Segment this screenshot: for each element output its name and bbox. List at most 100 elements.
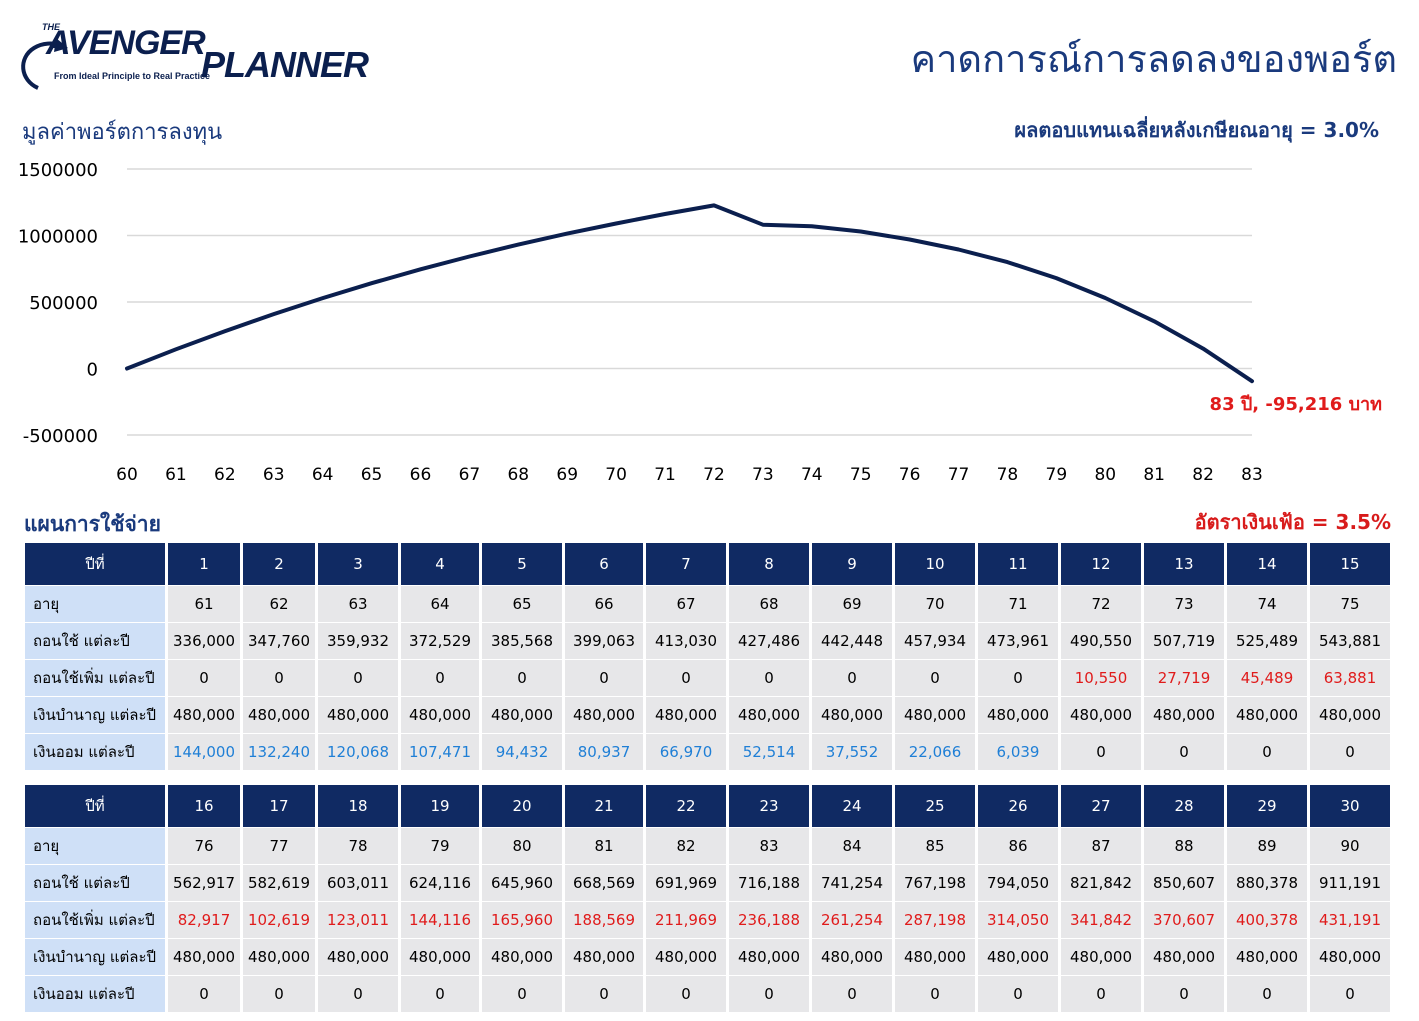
table-row: เงินออม แต่ละปี 0 0 0 0 0 0 0 0 0 0 0 0 0 0 0 xyxy=(25,976,1390,1013)
table-cell: 80 xyxy=(482,828,562,865)
table-cell: 94,432 xyxy=(482,734,562,771)
table-cell: 0 xyxy=(895,976,975,1013)
table-cell: 480,000 xyxy=(646,939,726,976)
table-cell: 473,961 xyxy=(978,623,1058,660)
y-tick-label: -500000 xyxy=(23,426,98,447)
table-row: อายุ 61 62 63 64 65 66 67 68 69 70 71 72 73 74 75 xyxy=(25,586,1390,623)
table-cell: 480,000 xyxy=(1227,697,1307,734)
table-cell: 480,000 xyxy=(729,697,809,734)
table-cell: 480,000 xyxy=(812,939,892,976)
table-cell: 507,719 xyxy=(1144,623,1224,660)
year-header-cell: 27 xyxy=(1061,785,1141,828)
year-header-cell: 2 xyxy=(243,543,315,586)
table-cell: 84 xyxy=(812,828,892,865)
row-label: เงินออม แต่ละปี xyxy=(25,976,165,1013)
table-cell: 442,448 xyxy=(812,623,892,660)
table-cell: 89 xyxy=(1227,828,1307,865)
table-cell: 102,619 xyxy=(243,902,315,939)
table-cell: 480,000 xyxy=(482,697,562,734)
table-row: เงินบำนาญ แต่ละปี 480,000 480,000 480,000 48… xyxy=(25,697,1390,734)
year-header-cell: 8 xyxy=(729,543,809,586)
table-cell: 314,050 xyxy=(978,902,1058,939)
table-cell: 691,969 xyxy=(646,865,726,902)
table-cell: 457,934 xyxy=(895,623,975,660)
table-cell: 0 xyxy=(895,660,975,697)
table-cell: 480,000 xyxy=(1144,697,1224,734)
y-tick-label: 1000000 xyxy=(18,227,98,248)
table-cell: 211,969 xyxy=(646,902,726,939)
row-label: อายุ xyxy=(25,828,165,865)
row-label: ถอนใช้เพิ่ม แต่ละปี xyxy=(25,902,165,939)
table-cell: 480,000 xyxy=(646,697,726,734)
year-header-cell: 1 xyxy=(168,543,240,586)
table-cell: 79 xyxy=(401,828,479,865)
table-cell: 480,000 xyxy=(812,697,892,734)
table-cell: 86 xyxy=(978,828,1058,865)
table-cell: 74 xyxy=(1227,586,1307,623)
table-cell: 341,842 xyxy=(1061,902,1141,939)
table-row: เงินออม แต่ละปี 144,000 132,240 120,068 107,… xyxy=(25,734,1390,771)
table-cell: 165,960 xyxy=(482,902,562,939)
table-cell: 767,198 xyxy=(895,865,975,902)
x-tick-label: 70 xyxy=(605,465,627,485)
logo-swoosh-icon xyxy=(21,38,68,90)
table-row: ถอนใช้เพิ่ม แต่ละปี 82,917 102,619 123,011 1… xyxy=(25,902,1390,939)
table-cell: 0 xyxy=(1310,976,1390,1013)
table-cell: 0 xyxy=(318,660,398,697)
table-cell: 261,254 xyxy=(812,902,892,939)
series-line-portfolio xyxy=(125,203,1254,384)
x-tick-label: 69 xyxy=(556,465,578,485)
table-cell: 85 xyxy=(895,828,975,865)
spending-plan-table-1: ปีที่ 1 2 3 4 5 6 7 8 9 10 11 12 13 14 15 อายุ 61 62 63 64 65… xyxy=(22,543,1393,771)
x-tick-label: 63 xyxy=(263,465,285,485)
year-header-cell: 13 xyxy=(1144,543,1224,586)
year-header-cell: 20 xyxy=(482,785,562,828)
year-header-cell: 22 xyxy=(646,785,726,828)
table-cell: 132,240 xyxy=(243,734,315,771)
table-cell: 0 xyxy=(1310,734,1390,771)
year-header-cell: 11 xyxy=(978,543,1058,586)
x-tick-label: 60 xyxy=(116,465,138,485)
table-cell: 480,000 xyxy=(482,939,562,976)
table-row: ถอนใช้ แต่ละปี 562,917 582,619 603,011 624,1… xyxy=(25,865,1390,902)
table-cell: 490,550 xyxy=(1061,623,1141,660)
x-tick-label: 81 xyxy=(1143,465,1165,485)
table-cell: 0 xyxy=(1227,976,1307,1013)
table-cell: 0 xyxy=(482,976,562,1013)
table-cell: 480,000 xyxy=(318,939,398,976)
table-cell: 716,188 xyxy=(729,865,809,902)
table-cell: 82,917 xyxy=(168,902,240,939)
table-cell: 0 xyxy=(243,976,315,1013)
table-cell: 0 xyxy=(565,660,643,697)
year-header-cell: 29 xyxy=(1227,785,1307,828)
table-cell: 582,619 xyxy=(243,865,315,902)
table-cell: 83 xyxy=(729,828,809,865)
table-cell: 413,030 xyxy=(646,623,726,660)
table-cell: 66,970 xyxy=(646,734,726,771)
table-cell: 0 xyxy=(1061,976,1141,1013)
table-cell: 400,378 xyxy=(1227,902,1307,939)
row-label: ปีที่ xyxy=(25,543,165,586)
row-label: อายุ xyxy=(25,586,165,623)
table-header-row: ปีที่ 1 2 3 4 5 6 7 8 9 10 11 12 13 14 15 xyxy=(25,543,1390,586)
table-cell: 480,000 xyxy=(978,939,1058,976)
table-cell: 911,191 xyxy=(1310,865,1390,902)
table-cell: 65 xyxy=(482,586,562,623)
table-cell: 66 xyxy=(565,586,643,623)
table-cell: 90 xyxy=(1310,828,1390,865)
year-header-cell: 6 xyxy=(565,543,643,586)
x-tick-label: 66 xyxy=(410,465,432,485)
logo-the: THE xyxy=(42,22,60,32)
table-cell: 10,550 xyxy=(1061,660,1141,697)
table-cell: 480,000 xyxy=(895,939,975,976)
table-cell: 71 xyxy=(978,586,1058,623)
table-cell: 87 xyxy=(1061,828,1141,865)
year-header-cell: 28 xyxy=(1144,785,1224,828)
table-cell: 63,881 xyxy=(1310,660,1390,697)
table-cell: 0 xyxy=(1144,734,1224,771)
table-cell: 45,489 xyxy=(1227,660,1307,697)
table-cell: 144,116 xyxy=(401,902,479,939)
year-header-cell: 30 xyxy=(1310,785,1390,828)
table-cell: 741,254 xyxy=(812,865,892,902)
year-header-cell: 16 xyxy=(168,785,240,828)
